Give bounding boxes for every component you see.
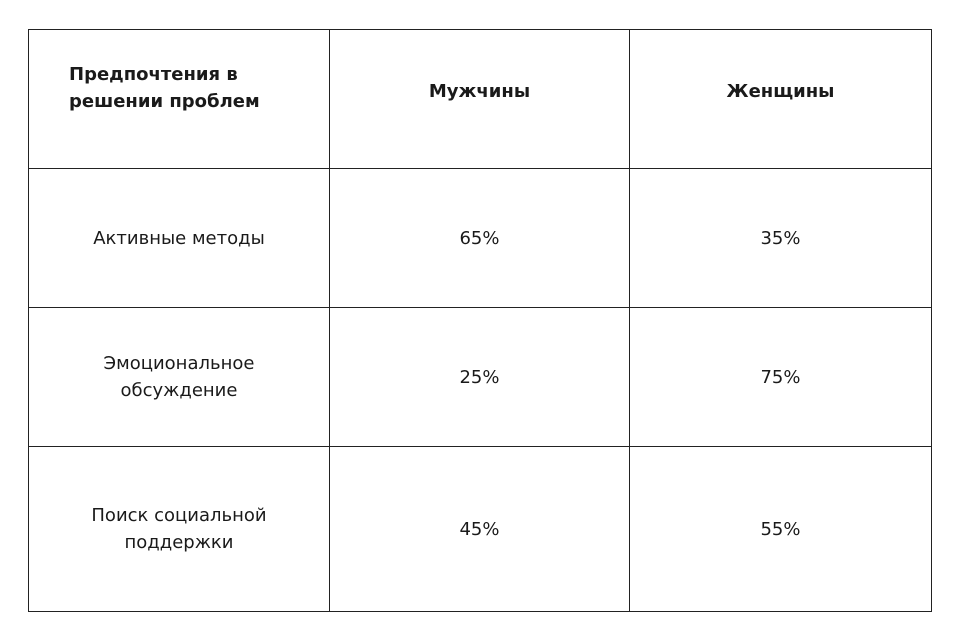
row-label: Эмоциональное обсуждение xyxy=(103,353,255,401)
men-value-cell: 65% xyxy=(329,168,630,308)
row-label: Поиск социальной поддержки xyxy=(91,505,267,553)
column-header-preferences: Предпочтения в решении проблем xyxy=(28,29,330,169)
table-header-row: Предпочтения в решении проблем Мужчины Ж… xyxy=(28,29,932,169)
table-row: Поиск социальной поддержки 45% 55% xyxy=(28,446,932,612)
men-value: 65% xyxy=(459,227,500,249)
row-label-cell: Эмоциональное обсуждение xyxy=(28,307,330,447)
row-label: Активные методы xyxy=(93,227,265,249)
column-header-women: Женщины xyxy=(629,29,932,169)
comparison-table: Предпочтения в решении проблем Мужчины Ж… xyxy=(28,29,932,612)
column-header-label: Мужчины xyxy=(428,80,531,102)
men-value: 45% xyxy=(459,518,500,540)
men-value-cell: 45% xyxy=(329,446,630,612)
table-row: Активные методы 65% 35% xyxy=(28,168,932,308)
women-value: 55% xyxy=(760,518,801,540)
men-value-cell: 25% xyxy=(329,307,630,447)
men-value: 25% xyxy=(459,366,500,388)
women-value-cell: 75% xyxy=(629,307,932,447)
women-value: 75% xyxy=(760,366,801,388)
women-value-cell: 55% xyxy=(629,446,932,612)
column-header-label: Предпочтения в решении проблем xyxy=(69,64,260,112)
column-header-label: Женщины xyxy=(726,80,835,102)
row-label-cell: Активные методы xyxy=(28,168,330,308)
column-header-men: Мужчины xyxy=(329,29,630,169)
women-value: 35% xyxy=(760,227,801,249)
women-value-cell: 35% xyxy=(629,168,932,308)
row-label-cell: Поиск социальной поддержки xyxy=(28,446,330,612)
table-row: Эмоциональное обсуждение 25% 75% xyxy=(28,307,932,447)
